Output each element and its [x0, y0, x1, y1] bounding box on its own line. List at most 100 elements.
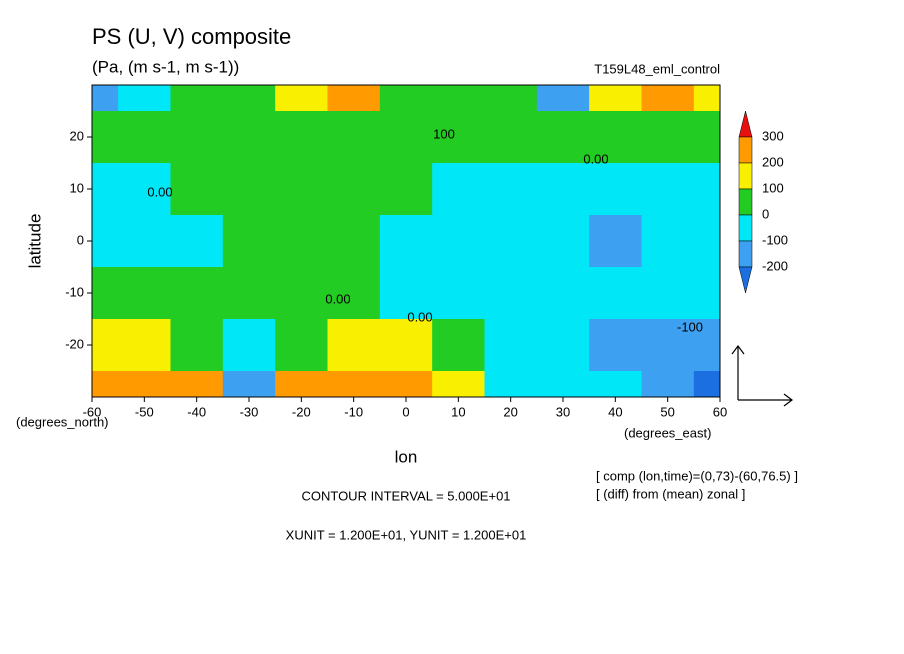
field-cell	[589, 85, 642, 112]
field-cell	[589, 319, 642, 372]
ref-arrow-x	[738, 393, 793, 407]
chart-subtitle: (Pa, (m s-1, m s-1))	[92, 57, 239, 76]
field-cell	[693, 215, 721, 268]
field-cell	[536, 163, 590, 216]
colorbar-segment	[738, 162, 753, 190]
field-cell	[170, 267, 224, 320]
field-cell	[589, 371, 642, 398]
field-cell	[327, 111, 381, 164]
field-cell	[589, 267, 642, 320]
colorbar-label: 200	[762, 154, 784, 169]
field-cell	[118, 267, 171, 320]
field-cell	[589, 111, 642, 164]
field-cell	[432, 111, 485, 164]
field-cell	[432, 371, 485, 398]
colorbar-segment	[738, 214, 753, 242]
field-cell	[379, 163, 433, 216]
field-cell	[379, 85, 433, 112]
field-cell	[536, 371, 590, 398]
contour-interval: CONTOUR INTERVAL = 5.000E+01	[301, 488, 510, 503]
x-tick-label: -10	[344, 404, 363, 419]
field-cell	[432, 163, 485, 216]
field-cell	[327, 215, 381, 268]
x-tick-label: 60	[713, 404, 727, 419]
field-cell	[170, 111, 224, 164]
field-cell	[170, 215, 224, 268]
field-cell	[222, 371, 276, 398]
field-cell	[484, 163, 538, 216]
x-tick-label: 0	[402, 404, 409, 419]
field-cell	[379, 319, 433, 372]
field-cell	[589, 215, 642, 268]
contour-label: 100	[433, 126, 455, 141]
field-cell	[170, 319, 224, 372]
experiment-label: T159L48_eml_control	[594, 61, 720, 76]
colorbar-cap	[738, 266, 753, 294]
field-cell	[275, 319, 328, 372]
field-cell	[589, 163, 642, 216]
field-cell	[327, 85, 381, 112]
field-cell	[432, 215, 485, 268]
x-tick-label: -20	[292, 404, 311, 419]
colorbar-segment	[738, 188, 753, 216]
ref-arrow-y	[731, 345, 745, 400]
field-cell	[484, 371, 538, 398]
field-cell	[327, 267, 381, 320]
x-unit-label: (degrees_east)	[624, 425, 711, 440]
field-cell	[641, 371, 695, 398]
field-cell	[222, 163, 276, 216]
field-cell	[92, 215, 119, 268]
colorbar-segment	[738, 136, 753, 164]
reference-vector	[731, 345, 793, 407]
x-tick-label: 20	[503, 404, 517, 419]
field-cell	[432, 85, 485, 112]
field-cell	[222, 319, 276, 372]
field-cell	[432, 319, 485, 372]
field-cell	[170, 85, 224, 112]
field-cell	[641, 319, 695, 372]
y-unit-label: (degrees_north)	[16, 414, 109, 429]
field-cell	[536, 319, 590, 372]
field-cell	[118, 319, 171, 372]
x-tick-label: 10	[451, 404, 465, 419]
colorbar-label: -100	[762, 232, 788, 247]
field-cell	[641, 111, 695, 164]
field-cell	[275, 85, 328, 112]
field-cell	[118, 215, 171, 268]
y-tick-label: -20	[65, 336, 84, 351]
field-cell	[641, 85, 695, 112]
field-cell	[379, 215, 433, 268]
field-cell	[693, 163, 721, 216]
field-cell	[118, 85, 171, 112]
field-cell	[536, 267, 590, 320]
x-axis-label: lon	[395, 447, 418, 466]
y-tick-label: 0	[77, 232, 84, 247]
field-cell	[275, 371, 328, 398]
field-cell	[92, 85, 119, 112]
field-cell	[536, 215, 590, 268]
field-cell	[641, 163, 695, 216]
colorbar-segment	[738, 240, 753, 268]
x-tick-label: -60	[83, 404, 102, 419]
field-cell	[693, 267, 721, 320]
field-cell	[118, 371, 171, 398]
field-cell	[222, 111, 276, 164]
x-tick-label: -40	[187, 404, 206, 419]
vector-units: XUNIT = 1.200E+01, YUNIT = 1.200E+01	[286, 527, 527, 542]
field-cell	[379, 111, 433, 164]
field-cell	[484, 319, 538, 372]
field-cell	[327, 163, 381, 216]
field-cell	[536, 111, 590, 164]
y-tick-label: 10	[70, 180, 84, 195]
field-cell	[484, 111, 538, 164]
field-cell	[275, 111, 328, 164]
field-cell	[275, 267, 328, 320]
field-cell	[327, 371, 381, 398]
field-cell	[118, 111, 171, 164]
field-cell	[693, 111, 721, 164]
contour-label: 0.00	[407, 309, 432, 324]
x-tick-label: 30	[556, 404, 570, 419]
field-cell	[693, 85, 721, 112]
note: [ (diff) from (mean) zonal ]	[596, 486, 745, 501]
field-cell	[275, 163, 328, 216]
